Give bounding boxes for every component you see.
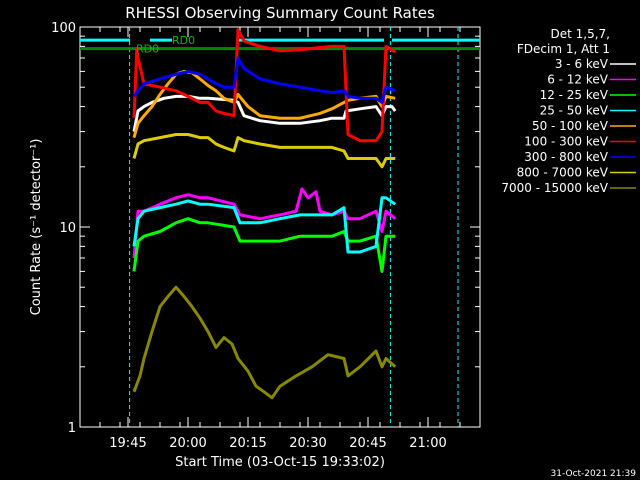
y-tick-label: 1	[68, 421, 76, 436]
y-tick-label: 100	[51, 21, 76, 36]
legend-entry-label: 25 - 50 keV	[540, 104, 609, 118]
footer-timestamp: 31-Oct-2021 21:39	[551, 469, 637, 479]
legend-entry-label: 100 - 300 keV	[524, 135, 608, 149]
x-tick-label: 19:45	[109, 436, 146, 451]
annotation-label: RD0	[172, 34, 195, 47]
series-line	[132, 56, 396, 104]
x-axis-label: Start Time (03-Oct-15 19:33:02)	[175, 455, 385, 470]
series-line	[132, 217, 396, 273]
legend-entry-label: 800 - 7000 keV	[517, 166, 609, 180]
chart-title: RHESSI Observing Summary Count Rates	[125, 4, 435, 22]
legend: Det 1,5,7,FDecim 1, Att 13 - 6 keV 6 - 12…	[501, 27, 636, 195]
x-tick-label: 20:00	[169, 436, 206, 451]
x-tick-label: 21:00	[409, 436, 446, 451]
legend-entry-label: 12 - 25 keV	[540, 88, 609, 102]
series-line	[132, 28, 396, 143]
legend-header: FDecim 1, Att 1	[517, 42, 610, 56]
series-line	[132, 94, 397, 132]
legend-header: Det 1,5,7,	[551, 27, 611, 41]
legend-entry-label: 50 - 100 keV	[532, 119, 609, 133]
y-axis-label: Count Rate (s⁻¹ detector⁻¹)	[29, 139, 44, 316]
x-tick-label: 20:15	[229, 436, 266, 451]
legend-entry-label: 300 - 800 keV	[524, 150, 608, 164]
legend-entry-label: 3 - 6 keV	[555, 57, 609, 71]
series-line	[132, 187, 397, 259]
series-line	[132, 133, 396, 169]
x-tick-label: 20:30	[289, 436, 326, 451]
plot-area: 1 10 100 19:45 20:00 20:15 20:30 20:45 21:00 RD0 R…	[51, 21, 481, 451]
legend-entry-label: 6 - 12 keV	[547, 73, 609, 87]
series-line	[132, 196, 397, 254]
annotation-label: RD0	[136, 43, 159, 56]
x-tick-label: 20:45	[349, 436, 386, 451]
legend-entry-label: 7000 - 15000 keV	[501, 181, 608, 195]
y-tick-label: 10	[59, 221, 76, 236]
series-line	[132, 285, 397, 400]
